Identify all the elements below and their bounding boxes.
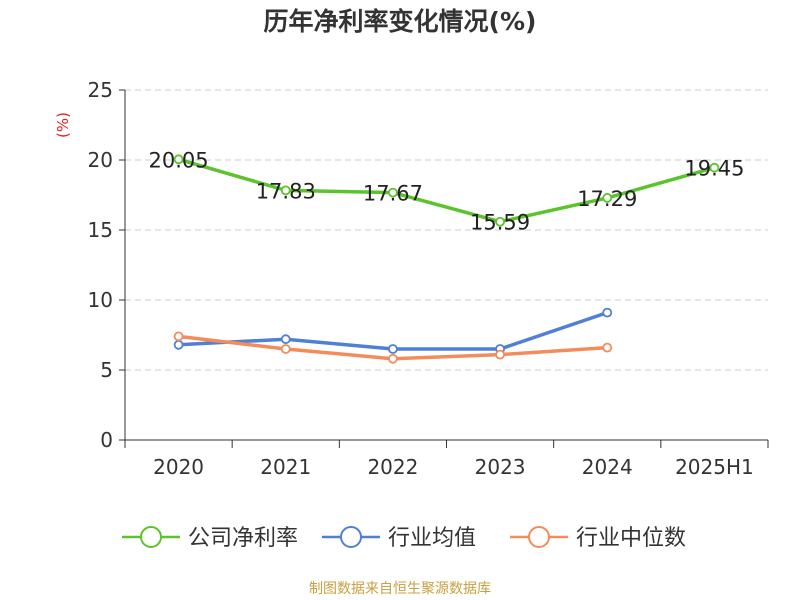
data-label: 17.29: [577, 187, 637, 211]
legend-marker: [340, 526, 362, 548]
legend-label: 公司净利率: [188, 526, 298, 551]
y-tick-label: 25: [88, 78, 113, 102]
y-tick-label: 10: [88, 288, 113, 312]
data-point: [173, 154, 184, 165]
series-line-1: [178, 157, 715, 224]
data-point: [495, 349, 505, 360]
data-point: [388, 344, 398, 354]
data-point: [173, 339, 184, 350]
data-label: 19.45: [684, 157, 744, 181]
x-tick-label: 2024: [582, 455, 633, 479]
data-point: [173, 331, 184, 342]
x-tick-label: 2025H1: [675, 455, 754, 479]
y-tick-label: 15: [88, 218, 113, 242]
y-axis-label: (%): [54, 112, 72, 138]
x-tick-label: 2022: [367, 455, 418, 479]
data-label: 17.67: [363, 182, 423, 206]
data-point: [280, 334, 291, 345]
data-point: [709, 162, 720, 173]
data-label: 20.05: [149, 148, 209, 172]
x-tick-label: 2023: [475, 455, 526, 479]
y-tick-label: 20: [88, 148, 113, 172]
data-point: [602, 342, 613, 353]
source-note: 制图数据来自恒生聚源数据库: [309, 581, 491, 597]
data-label: 15.59: [470, 211, 530, 235]
legend-marker: [140, 526, 162, 548]
data-point: [388, 353, 398, 364]
data-point: [280, 344, 291, 354]
data-point: [602, 193, 613, 203]
data-point: [602, 307, 613, 318]
y-tick-label: 0: [100, 428, 113, 452]
legend-label: 行业中位数: [576, 526, 686, 551]
chart-title: 历年净利率变化情况(%): [263, 7, 537, 36]
legend-label: 行业均值: [388, 526, 476, 551]
y-tick-label: 5: [100, 358, 113, 382]
data-point: [388, 187, 398, 198]
data-point: [495, 216, 505, 227]
x-tick-label: 2021: [260, 455, 311, 479]
legend-marker: [528, 526, 550, 548]
data-label: 17.83: [256, 179, 316, 203]
data-point: [280, 185, 291, 196]
x-tick-label: 2020: [153, 455, 204, 479]
